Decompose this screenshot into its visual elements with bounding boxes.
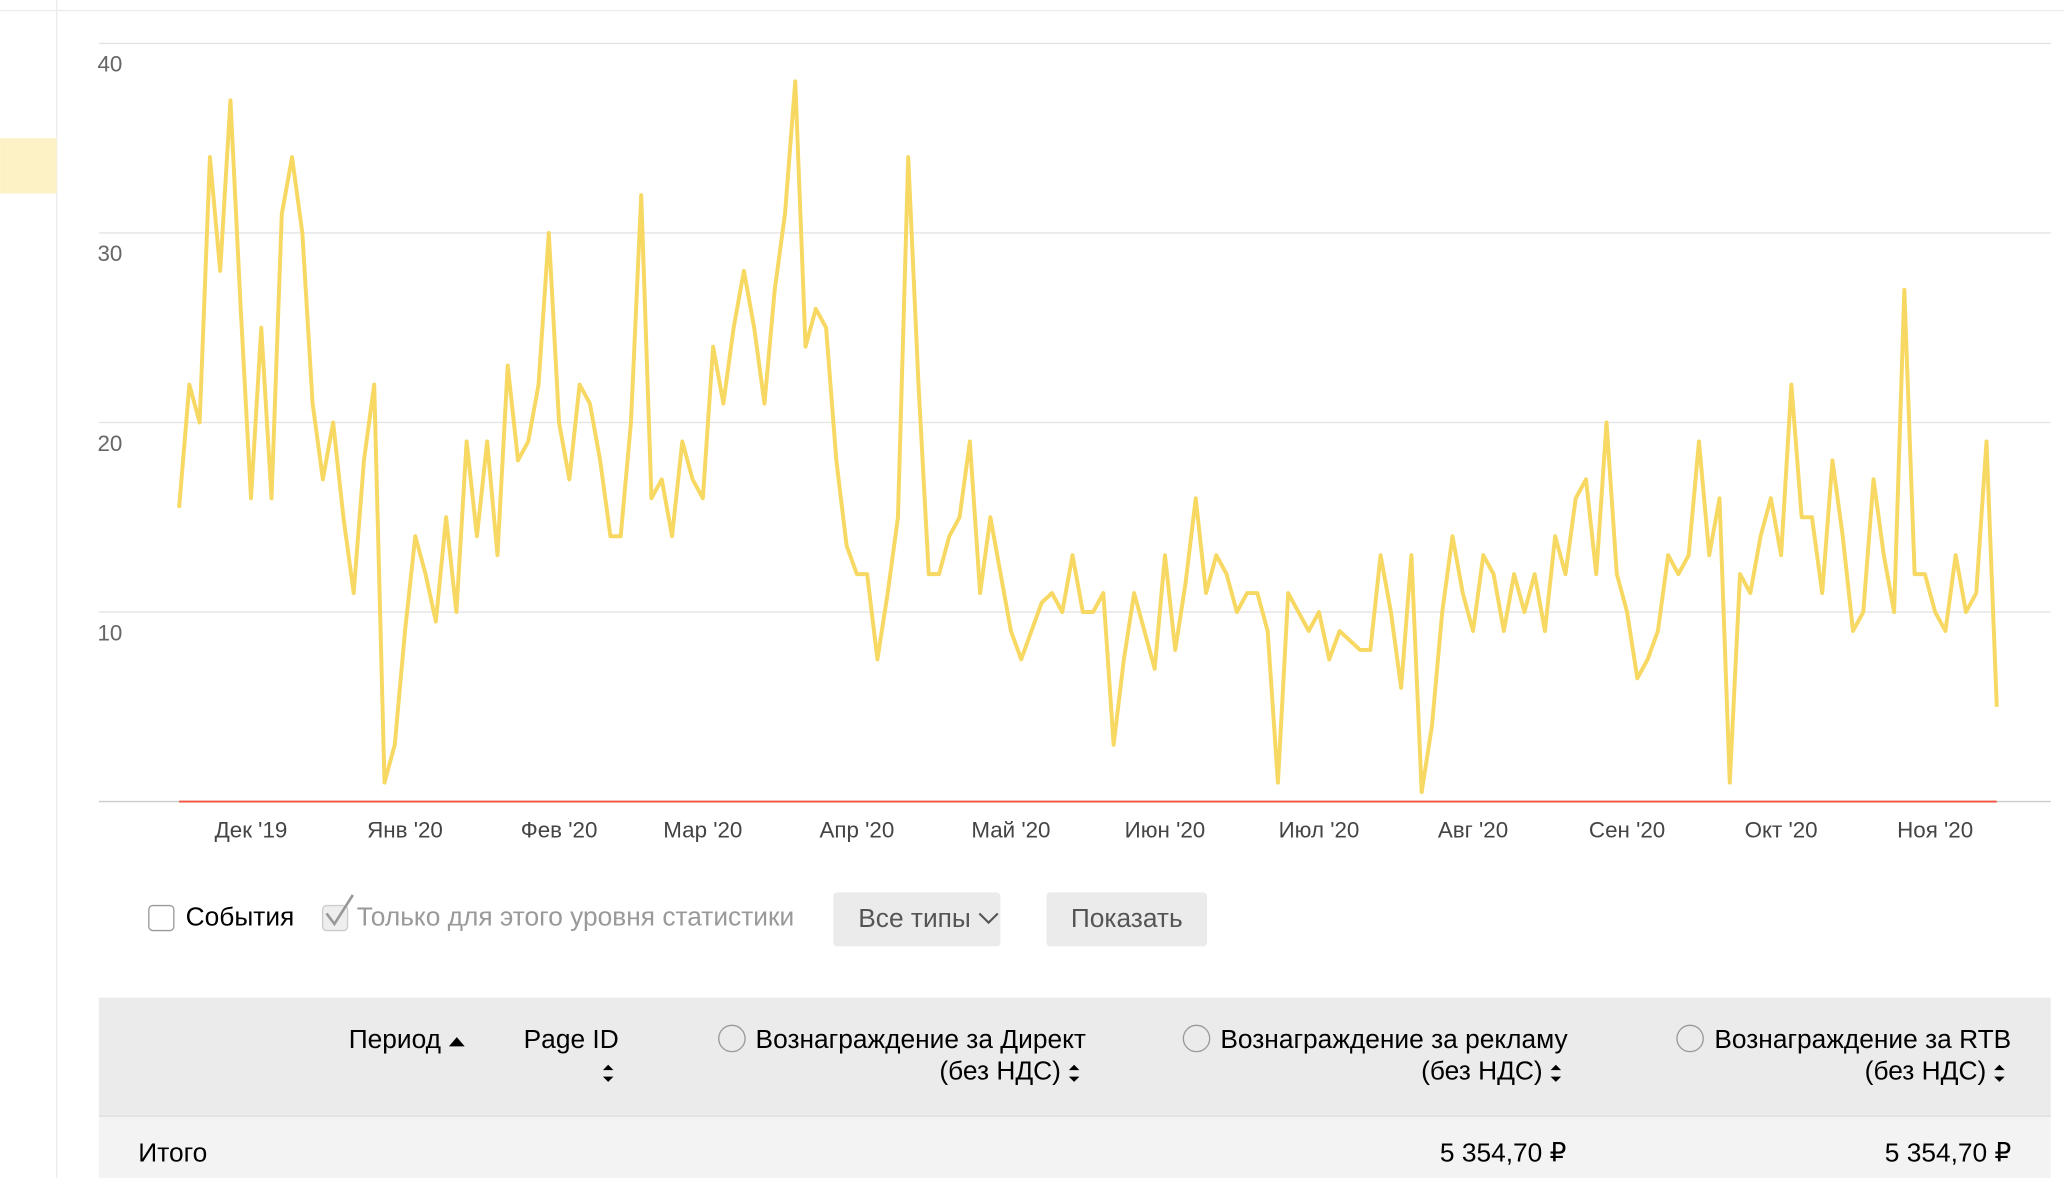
help-icon[interactable]: [1676, 1024, 1704, 1053]
total-rtb: 5 354,70 ₽: [1885, 1137, 2011, 1167]
x-tick-label: Дек '19: [215, 818, 288, 843]
x-tick-label: Окт '20: [1745, 818, 1818, 843]
sort-icon: [602, 1064, 614, 1082]
header-ads-sub: (без НДС): [1421, 1056, 1543, 1086]
sort-icon: [1068, 1064, 1080, 1082]
x-tick-label: Фев '20: [521, 818, 598, 843]
header-rtb[interactable]: Вознаграждение за RTB: [1714, 1024, 2011, 1054]
types-dropdown-label: Все типы: [858, 903, 971, 933]
x-tick-label: Июн '20: [1125, 818, 1206, 843]
checkmark: [325, 894, 354, 927]
header-direct[interactable]: Вознаграждение за Директ: [756, 1024, 1086, 1054]
help-icon[interactable]: [1182, 1024, 1211, 1053]
total-row: [98, 1116, 2051, 1178]
total-ads: 5 354,70 ₽: [1440, 1137, 1566, 1167]
x-tick-label: Июл '20: [1279, 818, 1360, 843]
sort-asc: [448, 1037, 465, 1047]
show-button[interactable]: [1046, 892, 1208, 947]
events-label[interactable]: События: [186, 902, 295, 932]
table-header: [98, 997, 2051, 1117]
y-tick-label: 20: [97, 431, 122, 456]
y-tick-label: 10: [97, 620, 122, 645]
sidebar-selected[interactable]: [0, 138, 57, 194]
header-ads[interactable]: Вознаграждение за рекламу: [1220, 1024, 1568, 1054]
chart: 10 20 30 40 Дек '19 Янв '20 Фев '20 Мар '20 Апр …: [97, 42, 2051, 843]
x-tick-label: Май '20: [971, 818, 1050, 843]
series-line: [177, 79, 1999, 795]
header-period[interactable]: Период: [349, 1024, 441, 1054]
show-button-label: Показать: [1071, 903, 1183, 933]
y-tick-label: 30: [97, 241, 122, 266]
header-rtb-sub: (без НДС): [1865, 1056, 1987, 1086]
total-label: Итого: [138, 1137, 207, 1167]
events-checkbox[interactable]: [148, 904, 175, 932]
x-tick-label: Мар '20: [663, 818, 742, 843]
x-tick-label: Апр '20: [819, 818, 894, 843]
x-tick-label: Янв '20: [367, 818, 443, 843]
x-tick-label: Авг '20: [1438, 818, 1508, 843]
sort-icon: [1550, 1064, 1562, 1082]
header-page-id[interactable]: Page ID: [524, 1024, 619, 1054]
level-label[interactable]: Только для этого уровня статистики: [357, 902, 794, 932]
y-tick-label: 40: [97, 52, 122, 77]
types-dropdown[interactable]: [833, 892, 1001, 947]
header-direct-sub: (без НДС): [939, 1056, 1061, 1086]
help-icon[interactable]: [718, 1024, 746, 1053]
x-tick-label: Сен '20: [1589, 818, 1665, 843]
sort-icon: [1994, 1064, 2005, 1082]
dropdown-chevron: [978, 912, 999, 925]
x-tick-label: Ноя '20: [1897, 818, 1973, 843]
